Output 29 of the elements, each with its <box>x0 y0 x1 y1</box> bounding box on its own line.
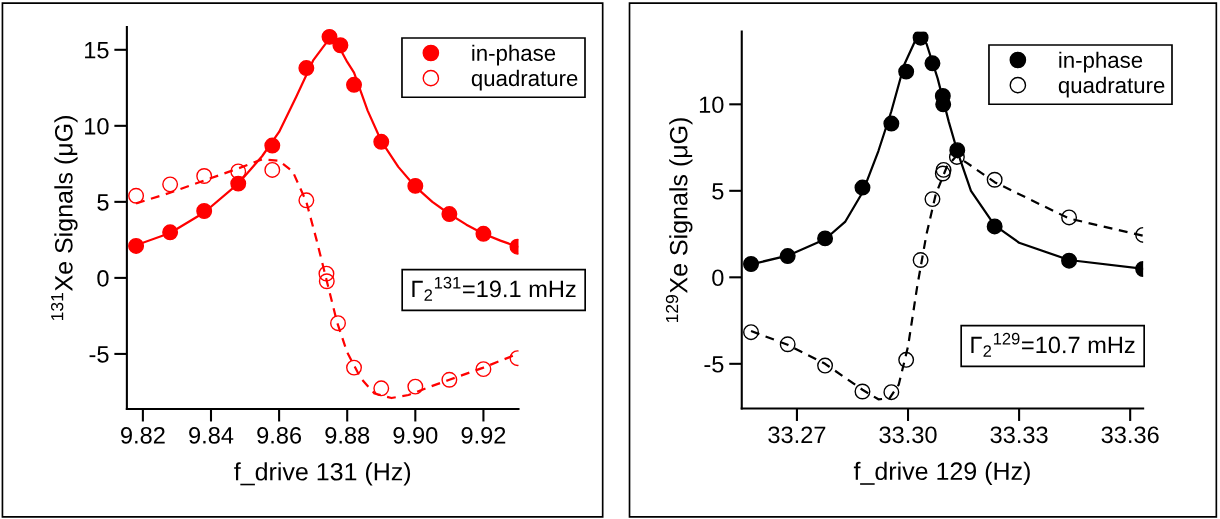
x-axis-title: f_drive 129 (Hz) <box>853 461 1030 486</box>
x-tick-label: 9.84 <box>189 426 234 444</box>
y-tick-label: 5 <box>97 194 109 211</box>
x-tick-label: 33.33 <box>990 426 1048 444</box>
legend-label: in-phase <box>1059 51 1143 73</box>
x-tick-label: 33.27 <box>768 426 826 444</box>
legend-label: in-phase <box>472 44 556 66</box>
legend-label: quadrature <box>471 69 578 91</box>
x-tick-label: 9.92 <box>461 426 506 444</box>
y-tick-label: -5 <box>89 346 109 363</box>
x-tick-label: 9.88 <box>325 426 370 444</box>
x-tick-label: 9.82 <box>121 426 165 444</box>
x-tick-label: 9.90 <box>393 426 438 444</box>
y-tick-label: -5 <box>704 356 724 373</box>
x-axis-title: f_drive 131 (Hz) <box>234 462 411 486</box>
y-tick-label: 5 <box>712 183 724 200</box>
y-axis-title: $^{131}$Xe Signals (μG) <box>50 116 78 321</box>
y-tick-label: 0 <box>712 269 724 287</box>
annotation: Γ$_{2}$$^{131}$=19.1 mHz <box>412 276 576 301</box>
x-tick-label: 33.36 <box>1101 426 1159 444</box>
legend-label: quadrature <box>1058 76 1165 98</box>
y-tick-label: 15 <box>85 42 109 59</box>
y-axis-title: $^{129}$Xe Signals (μG) <box>665 118 693 323</box>
annotation: Γ$_{2}$$^{129}$=10.7 mHz <box>971 332 1135 357</box>
x-tick-label: 9.86 <box>257 426 302 444</box>
y-tick-label: 10 <box>85 117 109 135</box>
y-tick-label: 10 <box>699 96 724 114</box>
y-tick-label: 0 <box>97 269 109 287</box>
x-tick-label: 33.30 <box>879 426 937 444</box>
